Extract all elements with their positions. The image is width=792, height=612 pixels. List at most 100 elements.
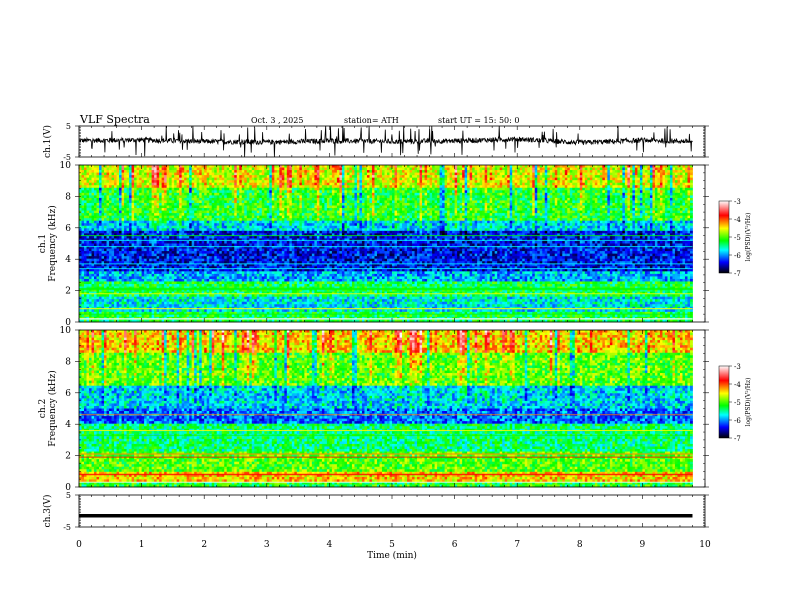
spectrogram-cell (404, 165, 408, 168)
spectrogram-cell (111, 172, 115, 176)
spectrogram-cell (79, 170, 82, 173)
spectrogram-cell (286, 172, 290, 176)
spectrogram-cell (462, 200, 466, 204)
spectrogram-cell (672, 190, 676, 194)
spectrogram-cell (597, 175, 601, 179)
spectrogram-cell (487, 197, 491, 201)
spectrogram-cell (379, 208, 383, 211)
spectrogram-cell (549, 165, 553, 168)
spectrogram-cell (81, 202, 85, 206)
spectrogram-cell (211, 213, 215, 217)
spectrogram-cell (519, 208, 523, 211)
spectrogram-cell (512, 177, 516, 181)
spectrogram-cell (124, 172, 127, 176)
spectrogram-cell (522, 202, 526, 206)
spectrogram-cell (594, 208, 598, 211)
spectrogram-cell (452, 177, 455, 181)
spectrogram-cell (306, 197, 310, 201)
spectrogram-cell (216, 185, 220, 189)
spectrogram-cell (234, 200, 238, 204)
spectrogram-cell (161, 165, 165, 168)
spectrogram-cell (349, 185, 353, 189)
spectrogram-cell (166, 187, 170, 191)
spectrogram-cell (239, 165, 243, 168)
spectrogram-cell (499, 175, 503, 179)
spectrogram-cell (682, 170, 686, 173)
spectrogram-cell (427, 185, 430, 189)
spectrogram-cell (477, 185, 481, 189)
spectrogram-cell (404, 182, 408, 186)
spectrogram-cell (479, 170, 483, 173)
spectrogram-cell (116, 200, 120, 204)
spectrogram-cell (299, 192, 303, 196)
spectrogram-cell (196, 210, 200, 214)
spectrogram-cell (607, 170, 611, 173)
spectrogram-cell (341, 175, 345, 179)
spectrogram-cell (189, 190, 193, 194)
spectrogram-cell (189, 202, 193, 206)
spectrogram-cell (179, 200, 183, 204)
spectrogram-cell (266, 205, 270, 209)
spectrogram-cell (244, 172, 248, 176)
spectrogram-cell (314, 170, 318, 173)
spectrogram-cell (84, 172, 87, 176)
spectrogram-cell (437, 205, 440, 209)
spectrogram-cell (166, 210, 170, 214)
spectrogram-cell (569, 180, 573, 184)
spectrogram-cell (276, 190, 280, 194)
spectrogram-cell (397, 177, 400, 181)
spectrogram-cell (567, 195, 571, 199)
spectrogram-cell (374, 210, 378, 214)
spectrogram-cell (482, 172, 486, 176)
spectrogram-cell (231, 177, 235, 181)
spectrogram-cell (274, 210, 278, 214)
spectrogram-cell (241, 210, 245, 214)
spectrogram-cell (622, 172, 626, 176)
spectrogram-cell (84, 187, 87, 191)
spectrogram-cell (477, 175, 481, 179)
spectrogram-cell (657, 187, 661, 191)
spectrogram-cell (346, 210, 350, 214)
spectrogram-cell (549, 210, 553, 214)
spectrogram-cell (104, 187, 107, 191)
spectrogram-cell (116, 190, 120, 194)
spectrogram-cell (647, 185, 651, 189)
spectrogram-cell (664, 185, 668, 189)
spectrogram-cell (279, 182, 283, 186)
spectrogram-cell (354, 197, 358, 201)
spectrogram-cell (286, 175, 290, 179)
spectrogram-cell (256, 177, 260, 181)
spectrogram-cell (689, 165, 693, 168)
spectrogram-cell (682, 182, 686, 186)
spectrogram-cell (594, 177, 598, 181)
spectrogram-cell (384, 167, 388, 171)
spectrogram-cell (614, 208, 618, 211)
spectrogram-cell (169, 208, 173, 211)
spectrogram-cell (366, 210, 370, 214)
spectrogram-cell (599, 187, 603, 191)
spectrogram-cell (79, 175, 82, 179)
spectrogram-cell (331, 187, 335, 191)
spectrogram-cell (121, 190, 125, 194)
spectrogram-cell (254, 213, 258, 217)
spectrogram-cell (144, 202, 147, 206)
spectrogram-cell (497, 187, 501, 191)
spectrogram-cell (281, 197, 285, 201)
spectrogram-cell (319, 200, 323, 204)
spectrogram-cell (519, 167, 523, 171)
spectrogram-cell (669, 200, 673, 204)
spectrogram-cell (574, 175, 578, 179)
spectrogram-cell (582, 182, 586, 186)
spectrogram-cell (659, 167, 663, 171)
spectrogram-cell (129, 180, 132, 184)
spectrogram-cell (384, 177, 388, 181)
spectrogram-cell (429, 192, 433, 196)
spectrogram-cell (402, 192, 405, 196)
spectrogram-cell (592, 202, 596, 206)
spectrogram-cell (156, 202, 160, 206)
spectrogram-cell (427, 202, 430, 206)
spectrogram-cell (236, 197, 240, 201)
spectrogram-cell (642, 172, 646, 176)
spectrogram-cell (194, 172, 198, 176)
spectrogram-cell (229, 182, 233, 186)
